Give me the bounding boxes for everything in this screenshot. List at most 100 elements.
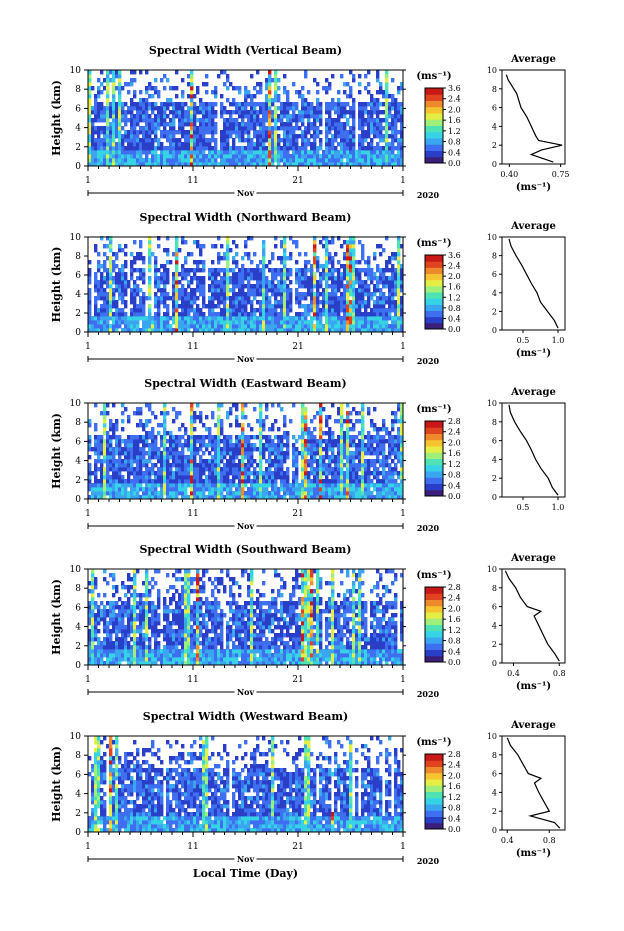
heatmap-cell xyxy=(277,320,281,325)
heatmap-cell xyxy=(163,248,167,253)
heatmap-cell xyxy=(205,463,209,468)
heatmap-cell xyxy=(277,328,281,333)
heatmap-cell xyxy=(274,316,278,321)
avg-y-tick-label: 4 xyxy=(492,122,497,131)
heatmap-cell xyxy=(226,122,230,127)
heatmap-cell xyxy=(106,110,110,115)
heatmap-cell xyxy=(328,455,332,460)
month-label-bg xyxy=(234,188,257,198)
heatmap-cell xyxy=(202,292,206,297)
heatmap-cell xyxy=(127,324,131,329)
heatmap-cell xyxy=(271,268,275,273)
heatmap-cell xyxy=(238,288,242,293)
heatmap-cell xyxy=(103,280,107,285)
heatmap-cell xyxy=(112,423,116,428)
heatmap-cell xyxy=(115,154,119,159)
heatmap-cell xyxy=(274,158,278,163)
heatmap-cell xyxy=(163,150,167,155)
heatmap-cell xyxy=(265,130,269,135)
heatmap-cell xyxy=(310,264,314,269)
heatmap-cell xyxy=(109,70,113,75)
heatmap-cell xyxy=(133,483,137,488)
heatmap-cell xyxy=(298,312,302,317)
heatmap-cell xyxy=(112,288,116,293)
heatmap-cell xyxy=(220,114,224,119)
heatmap-cell xyxy=(169,134,173,139)
heatmap-cell xyxy=(154,284,158,289)
heatmap-cell xyxy=(373,252,377,257)
heatmap-cell xyxy=(322,288,326,293)
heatmap-cell xyxy=(382,90,386,95)
heatmap-cell xyxy=(325,244,329,249)
heatmap-cell xyxy=(331,328,335,333)
heatmap-cell xyxy=(205,118,209,123)
heatmap-cell xyxy=(169,491,173,496)
heatmap-cell xyxy=(187,252,191,257)
heatmap-cell xyxy=(292,328,296,333)
heatmap-cell xyxy=(115,284,119,289)
heatmap-cell xyxy=(385,296,389,301)
heatmap-cell xyxy=(106,479,110,484)
heatmap-cell xyxy=(181,447,185,452)
heatmap-cell xyxy=(118,447,122,452)
heatmap-cell xyxy=(352,146,356,151)
heatmap-cell xyxy=(205,459,209,464)
heatmap-cell xyxy=(202,300,206,305)
heatmap-cell xyxy=(115,328,119,333)
heatmap-cell xyxy=(97,328,101,333)
heatmap-cell xyxy=(97,260,101,265)
heatmap-cell xyxy=(253,158,257,163)
heatmap-cell xyxy=(142,308,146,313)
heatmap-cell xyxy=(208,491,212,496)
heatmap-cell xyxy=(349,150,353,155)
heatmap-cell xyxy=(247,134,251,139)
heatmap-cell xyxy=(208,126,212,131)
heatmap-cell xyxy=(223,475,227,480)
heatmap-cell xyxy=(307,439,311,444)
heatmap-cell xyxy=(238,162,242,167)
heatmap-cell xyxy=(112,90,116,95)
heatmap-cell xyxy=(163,114,167,119)
heatmap-cell xyxy=(136,284,140,289)
heatmap-cell xyxy=(322,312,326,317)
heatmap-cell xyxy=(211,312,215,317)
heatmap-cell xyxy=(235,308,239,313)
heatmap-cell xyxy=(100,471,104,476)
heatmap-cell xyxy=(346,248,350,253)
heatmap-cell xyxy=(103,244,107,249)
heatmap-cell xyxy=(169,479,173,484)
heatmap-cell xyxy=(289,324,293,329)
heatmap-cell xyxy=(211,487,215,492)
heatmap-cell xyxy=(304,451,308,456)
heatmap-cell xyxy=(304,292,308,297)
heatmap-cell xyxy=(199,252,203,257)
heatmap-cell xyxy=(235,296,239,301)
heatmap-cell xyxy=(115,252,119,257)
heatmap-cell xyxy=(97,146,101,151)
heatmap-cell xyxy=(274,154,278,159)
heatmap-cell xyxy=(142,316,146,321)
heatmap-cell xyxy=(316,102,320,107)
heatmap-cell xyxy=(124,154,128,159)
heatmap-cell xyxy=(148,320,152,325)
heatmap-cell xyxy=(379,312,383,317)
heatmap-cell xyxy=(94,435,98,440)
heatmap-cell xyxy=(361,142,365,147)
heatmap-cell xyxy=(328,154,332,159)
heatmap-cell xyxy=(160,475,164,480)
heatmap-cell xyxy=(238,328,242,333)
heatmap-cell xyxy=(214,479,218,484)
colorbar-swatch xyxy=(425,156,443,164)
colorbar-swatch xyxy=(425,119,443,126)
heatmap-cell xyxy=(94,276,98,281)
heatmap-cell xyxy=(175,304,179,309)
heatmap-cell xyxy=(244,106,248,111)
heatmap-cell xyxy=(277,150,281,155)
avg-y-tick-label: 8 xyxy=(492,252,497,261)
heatmap-cell xyxy=(247,150,251,155)
heatmap-cell xyxy=(226,252,230,257)
heatmap-cell xyxy=(130,300,134,305)
heatmap-cell xyxy=(214,475,218,480)
heatmap-cell xyxy=(334,304,338,309)
heatmap-cell xyxy=(211,459,215,464)
